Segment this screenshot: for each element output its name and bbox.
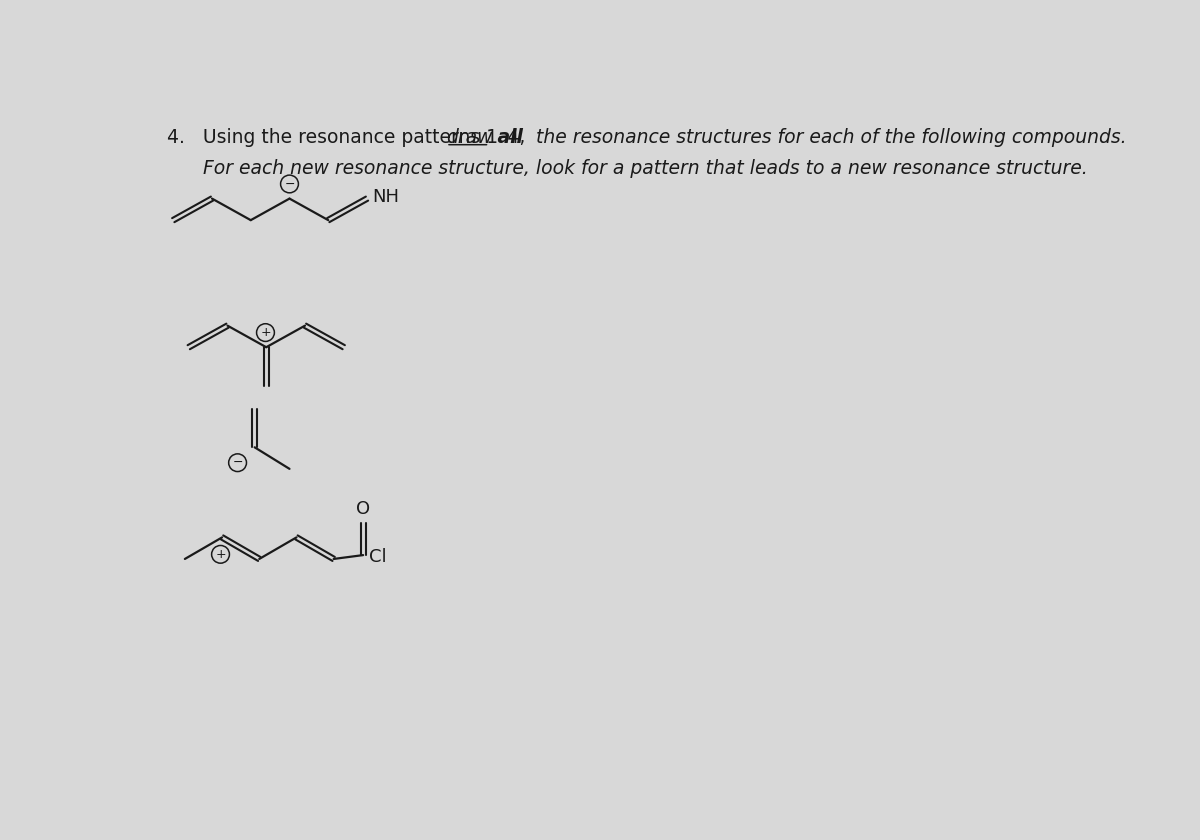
Text: +: + (215, 548, 226, 561)
Text: −: − (233, 456, 242, 470)
Text: all: all (491, 128, 523, 147)
Text: O: O (356, 500, 370, 518)
Text: +: + (260, 326, 271, 339)
Text: For each new resonance structure, look for a pattern that leads to a new resonan: For each new resonance structure, look f… (203, 159, 1087, 177)
Text: 4.   Using the resonance patterns 1–4,: 4. Using the resonance patterns 1–4, (167, 128, 532, 147)
Text: −: − (284, 177, 295, 191)
Text: the resonance structures for each of the following compounds.: the resonance structures for each of the… (529, 128, 1127, 147)
Text: Cl: Cl (370, 548, 386, 565)
Text: NH: NH (372, 188, 400, 206)
Text: draw: draw (446, 128, 492, 147)
